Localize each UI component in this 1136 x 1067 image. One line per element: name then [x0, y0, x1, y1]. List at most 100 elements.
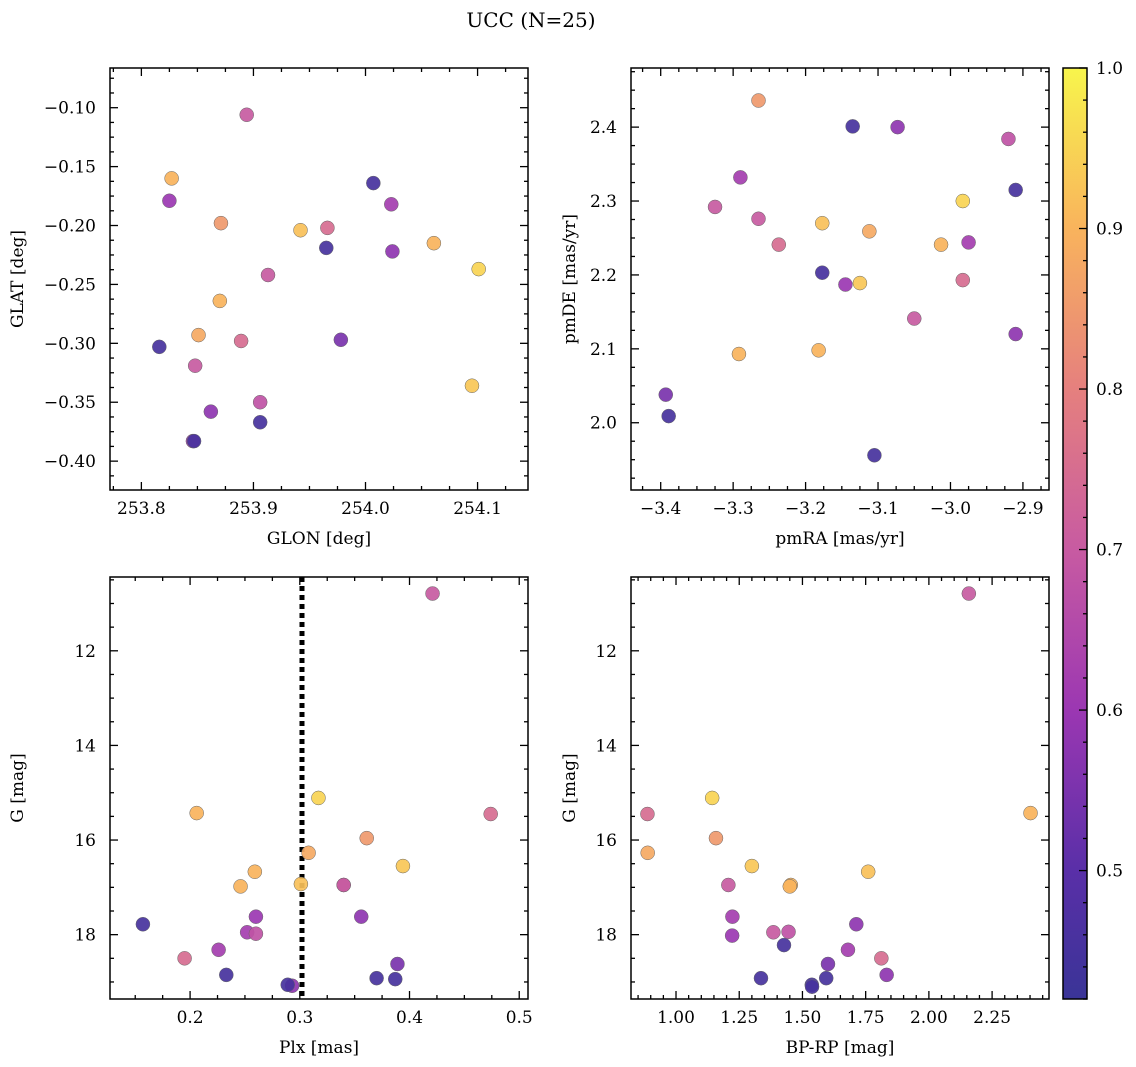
y-tick-label: −0.10	[44, 99, 96, 119]
data-point	[203, 404, 219, 419]
x-tick-label: 0.3	[286, 1008, 313, 1028]
data-point	[1001, 131, 1016, 147]
data-point	[248, 909, 264, 924]
y-tick-label: −0.35	[44, 393, 96, 413]
y-tick-label: 14	[74, 736, 96, 756]
data-point	[961, 235, 976, 250]
data-point	[744, 858, 760, 874]
y-tick-label: 2.2	[590, 266, 617, 286]
data-point	[211, 942, 226, 958]
y-axis-label: GLAT [deg]	[8, 230, 28, 328]
data-point	[390, 956, 405, 972]
data-point	[860, 864, 876, 879]
data-point	[707, 199, 723, 215]
x-tick-label: −3.1	[857, 499, 898, 519]
data-point	[849, 917, 864, 932]
axis-ticks	[110, 68, 528, 490]
data-point	[219, 967, 234, 983]
figure-title: UCC (N=25)	[466, 8, 595, 32]
data-point	[1023, 805, 1038, 821]
y-tick-label: 2.0	[590, 414, 617, 434]
plot-frame	[109, 67, 529, 491]
y-tick-label: 12	[595, 642, 617, 662]
x-tick-label: −2.9	[1002, 499, 1043, 519]
data-point	[708, 830, 724, 846]
colorbar-tick-label: 1.0	[1096, 59, 1123, 79]
x-tick-label: 253.8	[117, 499, 166, 519]
y-tick-label: 14	[595, 736, 617, 756]
data-point	[704, 790, 720, 806]
data-point	[320, 220, 335, 236]
data-point	[191, 327, 206, 343]
y-tick-label: 12	[74, 642, 96, 662]
colorbar-tick-label: 0.9	[1096, 220, 1123, 240]
data-point	[845, 119, 860, 134]
data-point	[874, 951, 889, 966]
x-tick-label: 254.0	[341, 499, 390, 519]
data-point	[233, 333, 249, 349]
y-tick-label: −0.20	[44, 217, 96, 237]
axis-ticks	[631, 68, 1049, 490]
x-tick-label: 253.9	[229, 499, 278, 519]
axis-ticks	[110, 577, 528, 999]
x-tick-label: −3.2	[785, 499, 826, 519]
data-point	[725, 909, 740, 924]
x-tick-label: 1.00	[657, 1008, 695, 1028]
x-tick-label: −3.0	[930, 499, 971, 519]
data-point	[395, 858, 411, 874]
y-tick-label: −0.30	[44, 334, 96, 354]
plot-frame	[630, 576, 1050, 1000]
data-point	[955, 272, 971, 288]
y-tick-label: 18	[74, 926, 96, 946]
data-point	[247, 864, 263, 879]
axis-ticks	[631, 577, 1049, 999]
plot-frame	[630, 67, 1050, 491]
scatter-panel-1: 253.8 253.9 254.0 254.1 −0.40 −0.35 −0.30 −0.25…	[8, 67, 529, 549]
data-point	[724, 928, 740, 943]
data-point	[252, 394, 268, 410]
data-point	[804, 979, 820, 994]
x-tick-label: 0.4	[396, 1008, 423, 1028]
scatter-points	[640, 586, 1038, 994]
data-point	[838, 277, 853, 292]
data-point	[815, 215, 830, 231]
colorbar-tick-label: 0.5	[1096, 862, 1123, 882]
data-point	[212, 293, 228, 309]
y-axis-label: pmDE [mas/yr]	[560, 214, 580, 344]
colorbar-tick-label: 0.8	[1096, 380, 1123, 400]
x-tick-label: 2.00	[910, 1008, 948, 1028]
x-tick-label: 254.1	[453, 499, 502, 519]
scatter-points	[152, 107, 486, 449]
data-point	[955, 193, 971, 209]
data-point	[248, 926, 264, 941]
plot-frame	[109, 576, 529, 1000]
data-point	[753, 970, 769, 986]
data-point	[213, 215, 229, 231]
y-tick-label: −0.40	[44, 452, 96, 472]
data-point	[333, 332, 349, 348]
colorbar-gradient	[1063, 68, 1087, 999]
x-axis-label: pmRA [mas/yr]	[775, 529, 904, 549]
data-point	[721, 877, 736, 893]
data-point	[862, 224, 877, 239]
data-point	[811, 343, 826, 358]
x-tick-label: 1.25	[720, 1008, 758, 1028]
data-point	[1008, 182, 1023, 198]
data-point	[471, 261, 486, 277]
data-point	[766, 925, 781, 940]
data-point	[782, 879, 798, 894]
data-point	[751, 211, 766, 227]
data-point	[818, 970, 834, 986]
data-point	[384, 197, 399, 212]
data-point	[359, 830, 374, 846]
data-point	[319, 240, 334, 256]
colorbar-frame	[1062, 67, 1088, 1000]
x-axis-label: GLON [deg]	[267, 529, 371, 549]
data-point	[293, 876, 309, 892]
data-point	[187, 358, 203, 373]
scatter-points	[135, 586, 498, 994]
data-point	[961, 586, 977, 601]
data-point	[177, 951, 192, 966]
y-tick-label: 16	[595, 831, 617, 851]
data-point	[353, 909, 369, 924]
